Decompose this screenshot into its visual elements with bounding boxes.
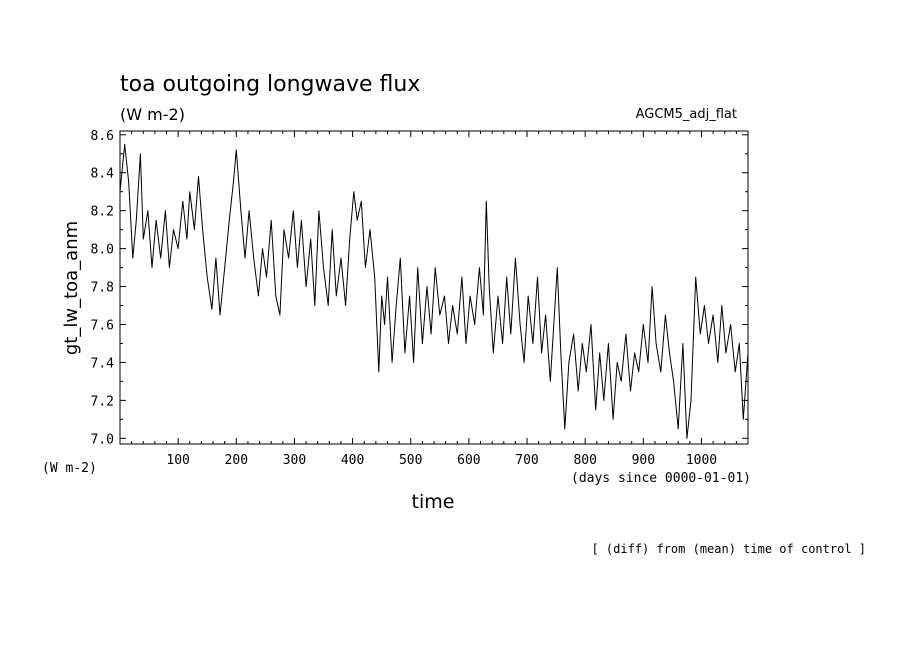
y-tick-label: 7.8 [91,281,114,296]
y-tick-label: 8.6 [91,129,114,144]
y-axis-ticks: 7.0 7.2 7.4 7.6 7.8 8.0 8.2 8.4 8.6 [91,129,748,447]
x-tick-label: 900 [632,453,655,468]
x-tick-label: 500 [399,453,422,468]
y-tick-label: 7.6 [91,318,114,333]
y-tick-label: 8.0 [91,243,114,258]
x-units-label: (days since 0000-01-01) [571,471,751,486]
x-tick-label: 300 [283,453,306,468]
x-tick-label: 700 [515,453,538,468]
footnote: [ (diff) from (mean) time of control ] [591,542,866,556]
x-tick-label: 600 [457,453,480,468]
series-line [119,143,749,439]
series-layer [119,143,749,439]
x-axis-label: time [412,491,455,513]
x-axis-ticks: 100 200 300 400 500 600 700 800 900 1000 [131,131,737,468]
x-tick-label: 100 [166,453,189,468]
y-tick-label: 8.2 [91,205,114,220]
y-tick-label: 7.4 [91,356,115,371]
run-label: AGCM5_adj_flat [636,107,737,122]
x-tick-label: 1000 [686,453,717,468]
y-tick-label: 8.4 [91,167,115,182]
x-tick-label: 800 [573,453,596,468]
y-tick-label: 7.0 [91,432,114,447]
y-tick-label: 7.2 [91,394,114,409]
x-tick-label: 200 [225,453,248,468]
x-tick-label: 400 [341,453,364,468]
chart-units: (W m-2) [120,105,185,124]
y-units-label: (W m-2) [42,461,97,476]
y-axis-label: gt_lw_toa_anm [61,221,82,355]
chart-title: toa outgoing longwave flux [120,72,420,97]
